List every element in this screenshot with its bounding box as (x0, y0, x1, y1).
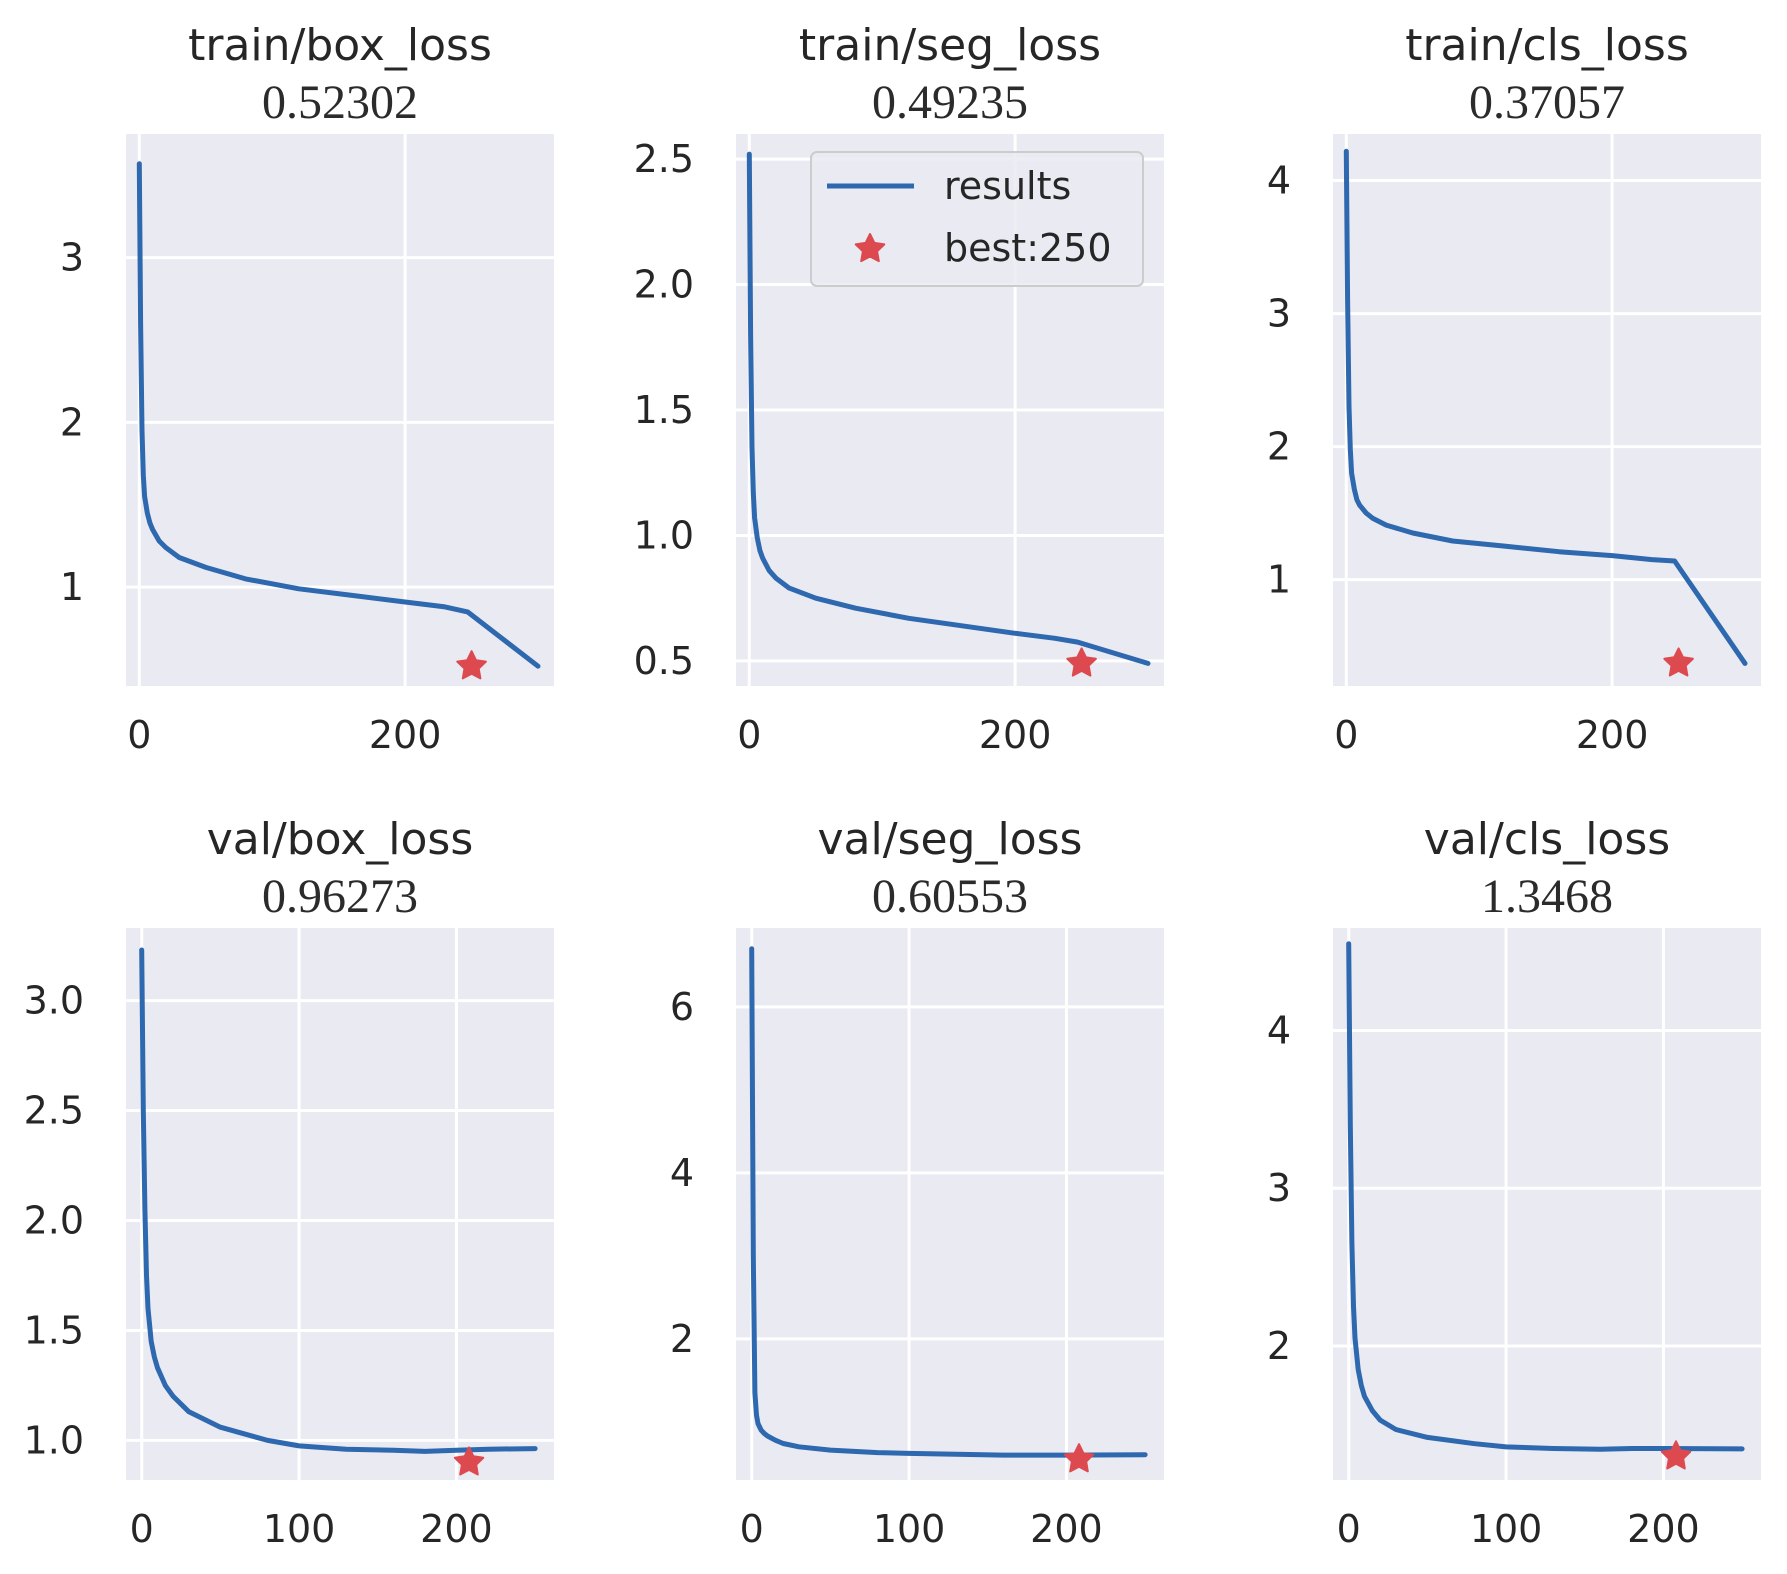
x-tick-label: 0 (130, 1507, 154, 1551)
y-tick-label: 2.0 (24, 1198, 84, 1242)
panel-final-value: 0.96273 (262, 870, 418, 923)
panel-final-value: 1.3468 (1481, 870, 1613, 923)
x-tick-label: 100 (1470, 1507, 1543, 1551)
x-tick-label: 200 (1627, 1507, 1700, 1551)
x-tick-label: 0 (740, 1507, 764, 1551)
y-tick-label: 2.5 (634, 137, 694, 181)
panel-final-value: 0.37057 (1469, 76, 1625, 129)
legend: results best:250 (810, 151, 1144, 287)
x-tick-label: 200 (1576, 713, 1649, 757)
legend-star-swatch (854, 233, 886, 263)
y-tick-label: 1 (1267, 558, 1291, 602)
y-tick-label: 4 (670, 1151, 694, 1195)
legend-label-best: best:250 (944, 226, 1112, 270)
x-tick-label: 0 (1334, 713, 1358, 757)
y-tick-label: 6 (670, 985, 694, 1029)
panel-title: train/seg_loss (799, 20, 1101, 71)
panel-final-value: 0.49235 (872, 76, 1028, 129)
y-tick-label: 1.5 (24, 1308, 84, 1352)
y-tick-label: 2.0 (634, 263, 694, 307)
panel-title: val/cls_loss (1424, 814, 1670, 865)
x-tick-label: 200 (1030, 1507, 1103, 1551)
y-tick-label: 2 (1267, 425, 1291, 469)
best-marker (1663, 647, 1694, 677)
y-tick-label: 0.5 (634, 639, 694, 683)
panel-title: train/cls_loss (1405, 20, 1689, 71)
best-marker (1063, 1443, 1095, 1473)
y-tick-label: 1.5 (634, 388, 694, 432)
best-marker (1066, 647, 1097, 677)
y-tick-label: 2 (60, 400, 84, 444)
y-tick-label: 3.0 (24, 979, 84, 1023)
panel-title: train/box_loss (188, 20, 492, 71)
y-tick-label: 2 (1267, 1324, 1291, 1368)
x-tick-label: 100 (873, 1507, 946, 1551)
results-line (136, 161, 541, 669)
plot-area (126, 134, 554, 686)
results-line (1346, 941, 1745, 1452)
results-line (139, 947, 538, 1454)
y-tick-label: 3 (1267, 292, 1291, 336)
plot-area (126, 928, 554, 1480)
y-tick-label: 1.0 (24, 1418, 84, 1462)
plot-area (736, 928, 1164, 1480)
y-tick-label: 3 (60, 236, 84, 280)
y-tick-label: 3 (1267, 1166, 1291, 1210)
y-tick-label: 1 (60, 565, 84, 609)
x-tick-label: 0 (127, 713, 151, 757)
results-line (746, 151, 1151, 666)
panel-final-value: 0.52302 (262, 76, 418, 129)
x-tick-label: 0 (737, 713, 761, 757)
panel-final-value: 0.60553 (872, 870, 1028, 923)
x-tick-label: 200 (369, 713, 442, 757)
results-line (749, 946, 1148, 1458)
panel-title: val/box_loss (207, 814, 474, 865)
x-tick-label: 0 (1337, 1507, 1361, 1551)
x-tick-label: 200 (420, 1507, 493, 1551)
x-tick-label: 200 (979, 713, 1052, 757)
results-line (1343, 148, 1748, 666)
x-tick-label: 100 (263, 1507, 336, 1551)
y-tick-label: 2 (670, 1317, 694, 1361)
y-tick-label: 4 (1267, 1009, 1291, 1053)
best-marker (453, 1446, 485, 1476)
legend-label-results: results (944, 164, 1071, 208)
plot-area (1333, 928, 1761, 1480)
best-marker (456, 650, 487, 680)
y-tick-label: 1.0 (634, 513, 694, 557)
panel-title: val/seg_loss (818, 814, 1083, 865)
y-tick-label: 4 (1267, 159, 1291, 203)
y-tick-label: 2.5 (24, 1089, 84, 1133)
best-marker (1660, 1440, 1692, 1470)
plot-area (1333, 134, 1761, 686)
